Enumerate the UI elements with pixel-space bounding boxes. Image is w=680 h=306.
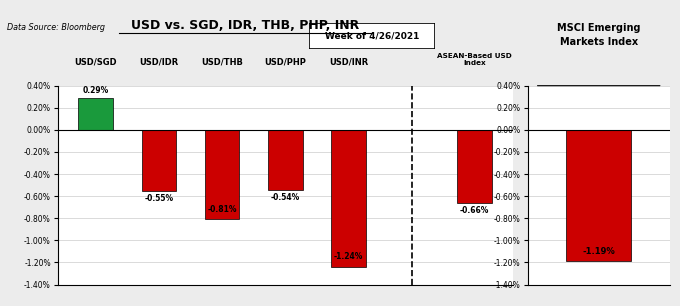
Text: -0.54%: -0.54% bbox=[271, 193, 300, 202]
Text: USD/IDR: USD/IDR bbox=[139, 57, 179, 66]
Bar bbox=[141, 130, 176, 191]
Bar bbox=[78, 98, 113, 130]
Text: -1.24%: -1.24% bbox=[334, 252, 363, 261]
Bar bbox=[566, 130, 631, 261]
Text: USD vs. SGD, IDR, THB, PHP, INR: USD vs. SGD, IDR, THB, PHP, INR bbox=[131, 19, 359, 32]
Text: USD/THB: USD/THB bbox=[201, 57, 243, 66]
Bar bbox=[331, 130, 366, 267]
Text: 0.29%: 0.29% bbox=[82, 85, 109, 95]
Text: USD/SGD: USD/SGD bbox=[74, 57, 117, 66]
Bar bbox=[268, 130, 303, 189]
Text: MSCI Emerging
Markets Index: MSCI Emerging Markets Index bbox=[557, 23, 641, 47]
Text: USD/PHP: USD/PHP bbox=[265, 57, 306, 66]
Text: Week of 4/26/2021: Week of 4/26/2021 bbox=[325, 32, 420, 40]
Bar bbox=[205, 130, 239, 219]
Bar bbox=[458, 130, 492, 203]
Text: -0.55%: -0.55% bbox=[144, 194, 173, 203]
Text: Data Source: Bloomberg: Data Source: Bloomberg bbox=[7, 23, 105, 32]
Text: USD/INR: USD/INR bbox=[329, 57, 368, 66]
Text: ASEAN-Based USD
Index: ASEAN-Based USD Index bbox=[437, 53, 512, 66]
Text: -0.81%: -0.81% bbox=[207, 205, 237, 214]
Text: -1.19%: -1.19% bbox=[582, 247, 615, 256]
FancyBboxPatch shape bbox=[309, 23, 435, 49]
Text: -0.66%: -0.66% bbox=[460, 206, 490, 215]
